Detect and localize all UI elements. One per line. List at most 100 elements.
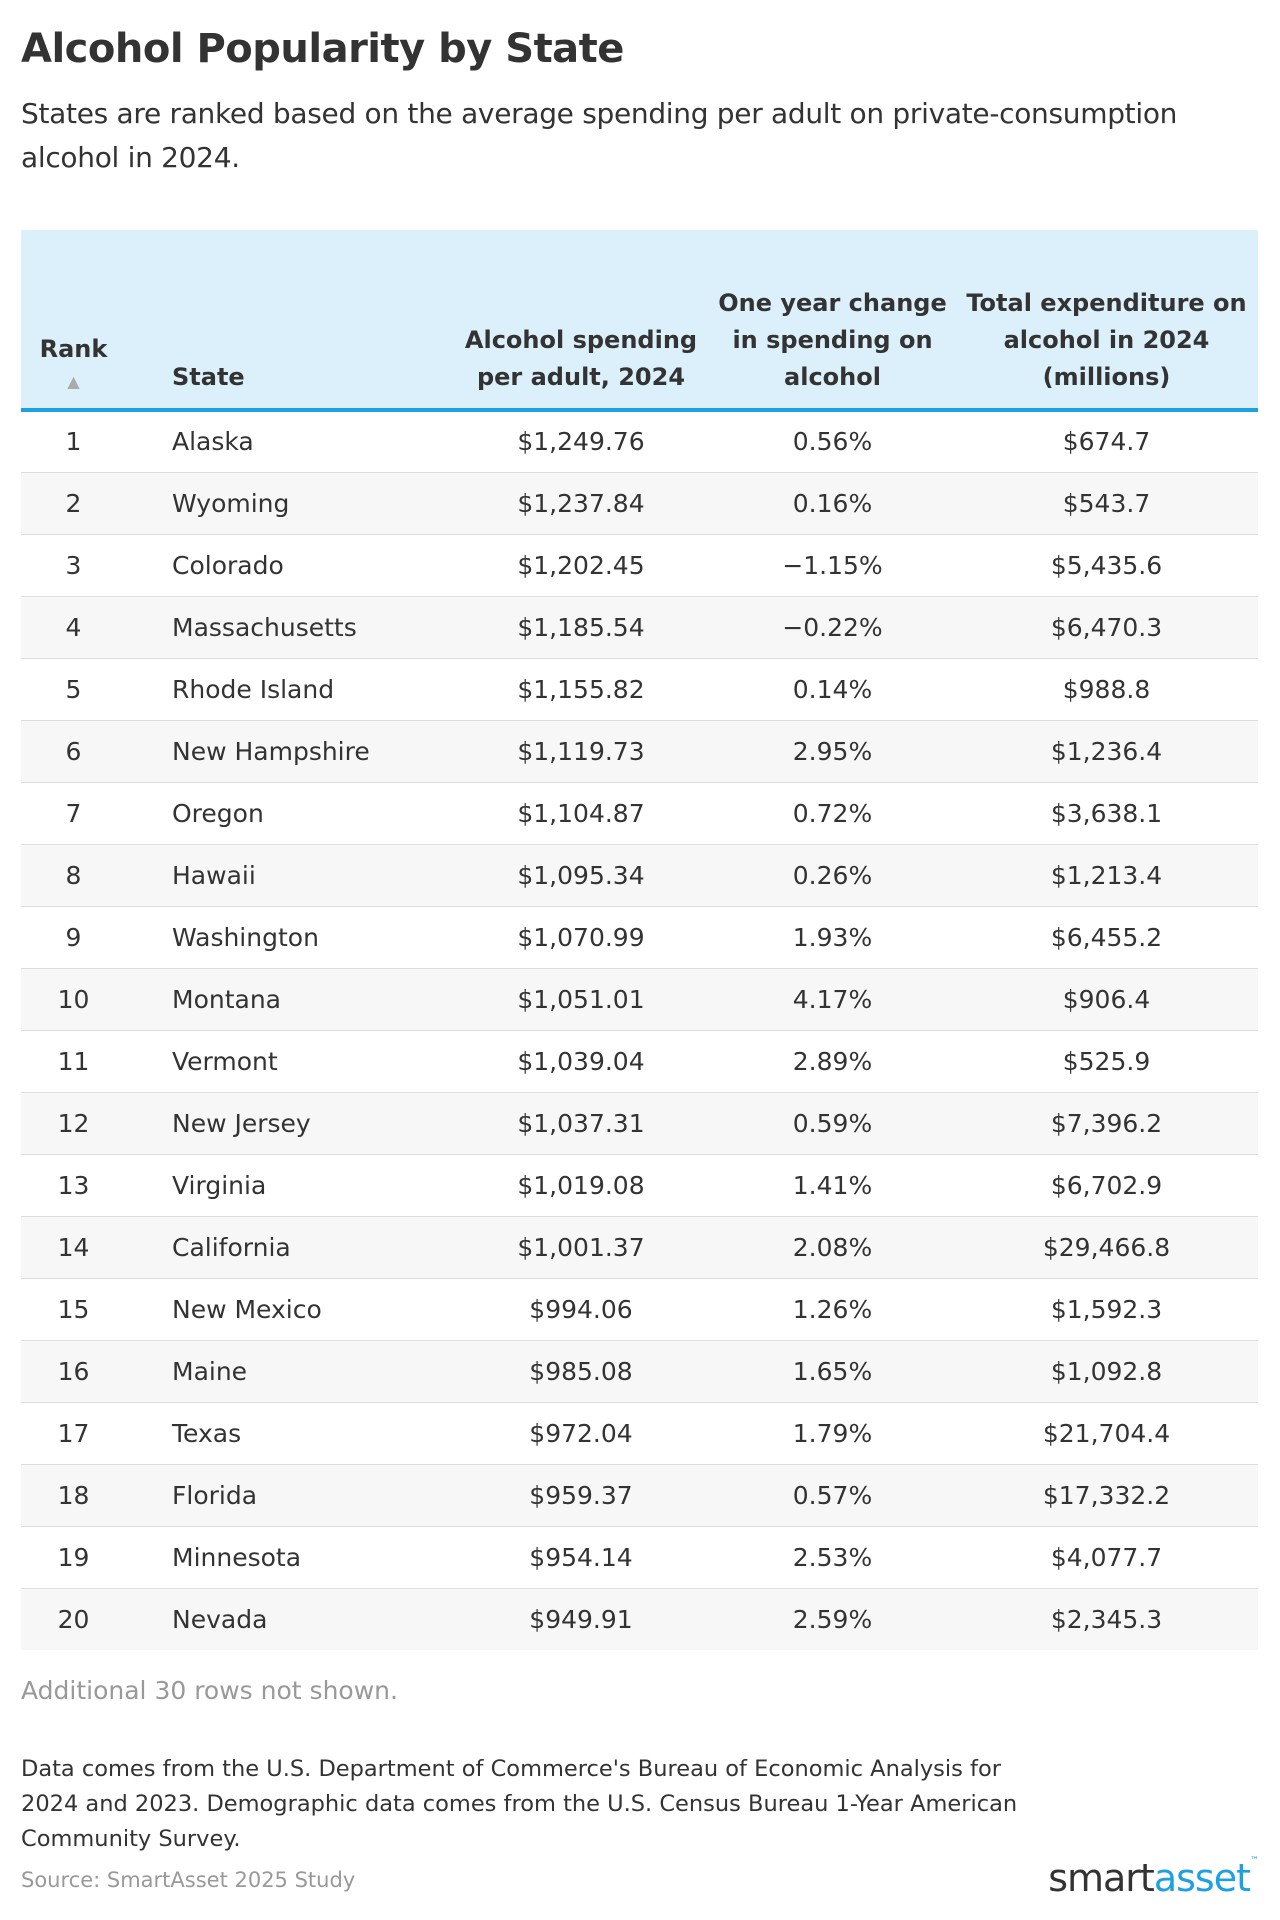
table-row: 1 Alaska $1,249.76 0.56% $674.7 [21,410,1258,472]
change-cell: −0.22% [782,612,883,642]
spending-cell: $1,037.31 [517,1108,645,1138]
column-header-state[interactable]: State [172,363,245,391]
spending-cell: $1,001.37 [517,1232,645,1262]
state-cell: Minnesota [172,1542,302,1572]
table-row: 9 Washington $1,070.99 1.93% $6,455.2 [21,906,1258,968]
rank-cell: 10 [57,984,90,1014]
spending-cell: $985.08 [529,1356,633,1386]
more-rows-note: Additional 30 rows not shown. [21,1676,398,1705]
total-cell: $674.7 [1062,427,1151,457]
spending-cell: $1,104.87 [517,798,645,828]
state-cell: Vermont [172,1046,278,1076]
state-cell: Massachusetts [172,612,357,642]
table-row: 12 New Jersey $1,037.31 0.59% $7,396.2 [21,1092,1258,1154]
table-row: 14 California $1,001.37 2.08% $29,466.8 [21,1216,1258,1278]
change-cell: 0.14% [792,674,873,704]
spending-cell: $1,051.01 [517,984,645,1014]
column-header-spending[interactable]: Alcohol spending per adult, 2024 [464,326,698,391]
table-row: 17 Texas $972.04 1.79% $21,704.4 [21,1402,1258,1464]
total-cell: $21,704.4 [1042,1418,1171,1448]
state-cell: New Mexico [172,1294,322,1324]
rank-cell: 1 [65,427,82,457]
table-row: 7 Oregon $1,104.87 0.72% $3,638.1 [21,782,1258,844]
state-cell: Florida [172,1480,258,1510]
table-row: 6 New Hampshire $1,119.73 2.95% $1,236.4 [21,720,1258,782]
table-row: 19 Minnesota $954.14 2.53% $4,077.7 [21,1526,1258,1588]
state-cell: New Hampshire [172,736,370,766]
spending-cell: $1,155.82 [517,674,645,704]
total-cell: $2,345.3 [1050,1604,1163,1634]
change-cell: 0.72% [792,798,873,828]
rank-cell: 2 [65,488,82,518]
rank-cell: 6 [65,736,82,766]
state-cell: Virginia [172,1170,267,1200]
state-cell: Oregon [172,798,264,828]
rank-cell: 8 [65,860,82,890]
spending-cell: $1,095.34 [517,860,645,890]
total-cell: $1,236.4 [1050,736,1163,766]
state-cell: Hawaii [172,860,256,890]
change-cell: 0.59% [792,1108,873,1138]
change-cell: 2.95% [792,736,873,766]
column-header-rank[interactable]: Rank ▲ [21,230,126,410]
rank-cell: 7 [65,798,82,828]
table-row: 5 Rhode Island $1,155.82 0.14% $988.8 [21,658,1258,720]
change-cell: 1.65% [792,1356,873,1386]
state-cell: Maine [172,1356,248,1386]
state-cell: Washington [172,922,319,952]
spending-cell: $1,202.45 [517,550,645,580]
rank-cell: 20 [57,1604,90,1634]
spending-cell: $1,237.84 [517,488,645,518]
change-cell: 0.57% [792,1480,873,1510]
smartasset-logo: smartasset™ [1048,1856,1259,1900]
total-cell: $6,470.3 [1050,612,1163,642]
source-note: Source: SmartAsset 2025 Study [21,1868,356,1892]
change-cell: 2.89% [792,1046,873,1076]
change-cell: 1.79% [792,1418,873,1448]
table-row: 18 Florida $959.37 0.57% $17,332.2 [21,1464,1258,1526]
data-note: Data comes from the U.S. Department of C… [21,1756,1018,1852]
table-row: 15 New Mexico $994.06 1.26% $1,592.3 [21,1278,1258,1340]
total-cell: $5,435.6 [1050,550,1163,580]
table-row: 8 Hawaii $1,095.34 0.26% $1,213.4 [21,844,1258,906]
spending-cell: $1,249.76 [517,427,645,457]
state-cell: California [172,1232,291,1262]
state-cell: Nevada [172,1604,268,1634]
change-cell: 1.93% [792,922,873,952]
state-cell: Alaska [172,427,254,457]
total-cell: $7,396.2 [1050,1108,1163,1138]
total-cell: $6,455.2 [1050,922,1163,952]
total-cell: $29,466.8 [1042,1232,1171,1262]
total-cell: $4,077.7 [1050,1542,1163,1572]
spending-cell: $949.91 [529,1604,633,1634]
rank-cell: 16 [57,1356,90,1386]
spending-cell: $994.06 [529,1294,633,1324]
table-row: 4 Massachusetts $1,185.54 −0.22% $6,470.3 [21,596,1258,658]
change-cell: 1.41% [792,1170,873,1200]
rank-cell: 12 [57,1108,90,1138]
total-cell: $3,638.1 [1050,798,1163,828]
change-cell: 4.17% [792,984,873,1014]
table-row: 10 Montana $1,051.01 4.17% $906.4 [21,968,1258,1030]
spending-cell: $1,119.73 [517,736,645,766]
change-cell: 0.56% [792,427,873,457]
total-cell: $525.9 [1062,1046,1151,1076]
rank-cell: 11 [57,1046,90,1076]
state-cell: Colorado [172,550,284,580]
column-header-change[interactable]: One year change in spending on alcohol [718,289,947,391]
spending-cell: $1,039.04 [517,1046,645,1076]
total-cell: $6,702.9 [1050,1170,1163,1200]
column-header-total[interactable]: Total expenditure on alcohol in 2024 (mi… [966,289,1247,391]
rank-cell: 19 [57,1542,90,1572]
table-row: 11 Vermont $1,039.04 2.89% $525.9 [21,1030,1258,1092]
total-cell: $988.8 [1062,674,1151,704]
total-cell: $1,213.4 [1050,860,1163,890]
triangle-up-icon: ▲ [67,372,80,391]
state-cell: Texas [172,1418,242,1448]
state-cell: Rhode Island [172,674,335,704]
change-cell: −1.15% [782,550,883,580]
state-cell: New Jersey [172,1108,311,1138]
rank-cell: 14 [57,1232,90,1262]
change-cell: 2.08% [792,1232,873,1262]
rank-cell: 9 [65,922,82,952]
